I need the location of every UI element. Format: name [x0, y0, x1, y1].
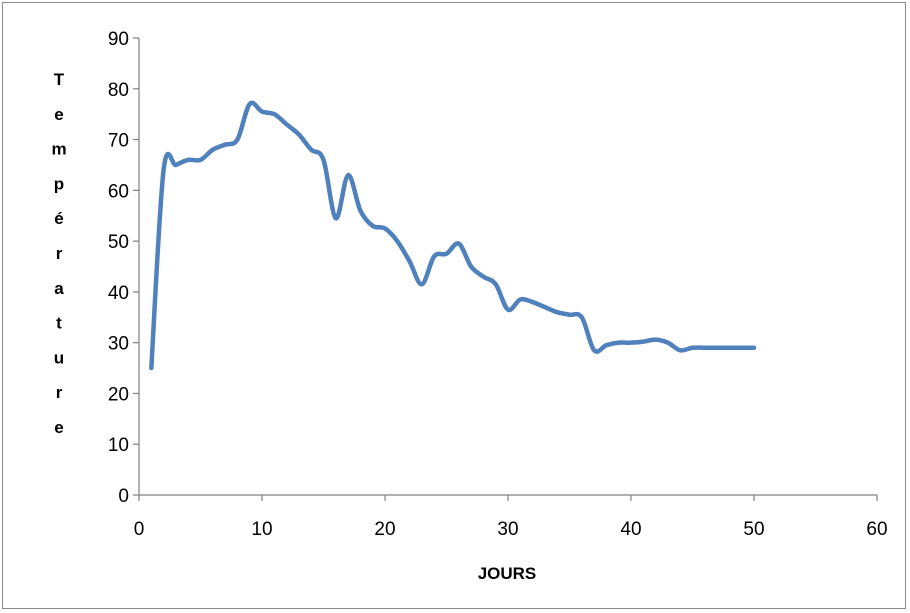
y-tick-label: 0	[118, 486, 129, 507]
y-axis-title-letter: é	[54, 209, 63, 228]
y-axis-title-letter: e	[54, 418, 63, 437]
x-axis-title: JOURS	[478, 564, 537, 583]
y-tick-label: 30	[108, 334, 129, 355]
y-axis: 0 10 20 30 40 50 60 70 80 90	[108, 29, 140, 507]
y-tick-label: 40	[108, 283, 129, 304]
y-axis-title-letter: r	[56, 383, 63, 402]
y-tick-label: 60	[108, 181, 129, 202]
y-tick-label: 90	[108, 29, 129, 50]
y-tick-label: 50	[108, 232, 129, 253]
y-tick-label: 10	[108, 435, 129, 456]
x-tick-label: 30	[497, 519, 518, 540]
y-axis-title-letter: t	[56, 314, 62, 333]
series-layer	[149, 100, 757, 371]
x-tick-label: 40	[620, 519, 641, 540]
y-tick-label: 20	[108, 384, 129, 405]
x-tick-label: 10	[251, 519, 272, 540]
y-axis-title-letter: m	[51, 140, 66, 159]
x-axis: 0 10 20 30 40 50 60	[134, 494, 888, 540]
x-tick-label: 60	[866, 519, 887, 540]
x-tick-label: 0	[134, 519, 145, 540]
series-line	[149, 100, 757, 371]
y-tick-label: 70	[108, 131, 129, 152]
y-axis-title-letter: u	[54, 348, 64, 367]
y-axis-title-letter: e	[54, 105, 63, 124]
x-tick-label: 50	[743, 519, 764, 540]
x-tick-label: 20	[374, 519, 395, 540]
y-axis-title-letter: a	[54, 279, 64, 298]
y-axis-title-letter: T	[54, 70, 65, 89]
y-tick-label: 80	[108, 80, 129, 101]
y-axis-title-letter: r	[56, 244, 63, 263]
y-axis-title-letter: p	[54, 174, 64, 193]
